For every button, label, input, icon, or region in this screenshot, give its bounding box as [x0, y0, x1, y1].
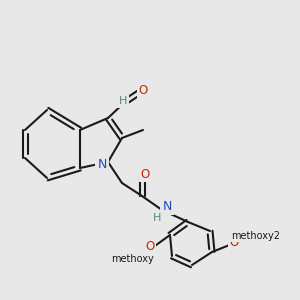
Text: O: O [140, 167, 150, 181]
Text: N: N [162, 200, 172, 214]
Text: O: O [138, 85, 148, 98]
Text: N: N [97, 158, 107, 170]
Text: O: O [230, 236, 238, 250]
Text: H: H [119, 96, 127, 106]
Text: H: H [153, 213, 161, 223]
Text: methoxy2: methoxy2 [232, 231, 280, 241]
Text: O: O [146, 241, 154, 254]
Text: methoxy: methoxy [111, 254, 153, 264]
